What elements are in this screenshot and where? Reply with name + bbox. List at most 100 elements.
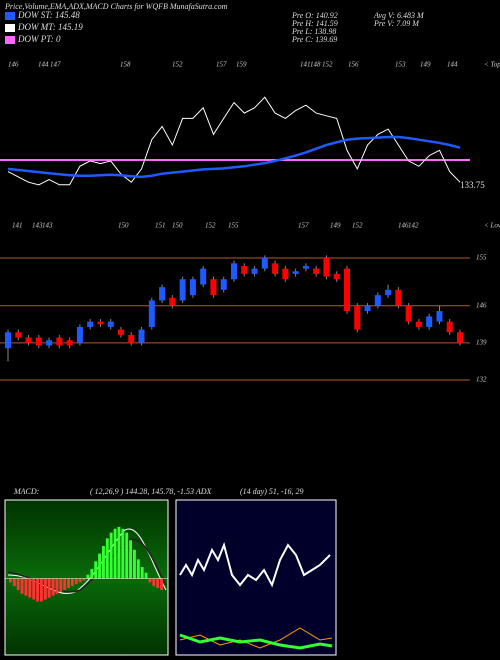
low-label: 142: [408, 222, 419, 230]
macd-bar: [55, 578, 59, 594]
low-label: 152: [205, 222, 216, 230]
top-label: 147: [50, 61, 61, 69]
di-minus-line: [179, 627, 333, 649]
macd-label: MACD:: [13, 487, 40, 496]
macd-bar: [20, 578, 24, 594]
macd-bar: [113, 528, 117, 579]
adx-line: [179, 541, 331, 588]
macd-bar: [90, 568, 94, 579]
macd-bar: [148, 578, 152, 583]
candle-body: [415, 321, 422, 327]
di-plus-line: [179, 633, 333, 650]
macd-bar: [98, 553, 101, 579]
candle-body: [15, 332, 22, 338]
ema-line: [7, 135, 461, 179]
low-label: 143: [32, 222, 43, 230]
top-label: 144: [447, 61, 458, 69]
candle-body: [189, 279, 196, 296]
top-label: 159: [236, 61, 247, 69]
macd-bar: [86, 574, 90, 579]
candle-body: [76, 326, 83, 343]
macd-bar: [78, 578, 82, 583]
top-label: 157: [216, 61, 227, 69]
macd-bar: [140, 567, 144, 579]
top-label: 153: [395, 61, 406, 69]
candle-body: [210, 279, 217, 296]
top-label: 152: [172, 61, 183, 69]
y-tick-label: 146: [476, 301, 487, 309]
candle-body: [385, 289, 392, 296]
macd-bar: [121, 528, 125, 579]
candle-body: [138, 329, 145, 343]
candle-body: [118, 329, 124, 335]
top-label: 149: [420, 61, 431, 69]
legend-label: DOW ST: 145.48: [17, 10, 80, 20]
legend-label: DOW MT: 145.19: [17, 22, 83, 32]
low-label: 152: [352, 222, 363, 230]
macd-bar: [129, 540, 132, 579]
stat-label: Pre H: 141.59: [291, 19, 338, 28]
adx-panel: [175, 499, 337, 656]
macd-bar: [67, 578, 70, 589]
top-label: 144: [38, 61, 49, 69]
stat-label: Pre V: 7.09 M: [373, 19, 420, 28]
macd-bar: [40, 578, 43, 602]
macd-bar: [160, 578, 163, 590]
candle-body: [344, 268, 350, 312]
candle-body: [200, 268, 207, 285]
low-label: 141: [12, 222, 23, 230]
legend-label: DOW PT: 0: [17, 34, 61, 44]
low-label: 150: [172, 222, 183, 230]
candle-body: [282, 268, 289, 280]
candle-body: [5, 332, 11, 349]
top-label: 141: [300, 61, 311, 69]
candle-body: [323, 258, 330, 277]
macd-bar: [47, 578, 51, 598]
macd-bar: [24, 578, 28, 596]
macd-bar: [94, 561, 98, 579]
stat-label: Pre L: 138.98: [291, 27, 336, 36]
macd-bar: [43, 578, 47, 600]
macd-bar: [109, 532, 113, 579]
low-label: 151: [155, 222, 166, 230]
macd-bar: [105, 538, 109, 579]
macd-bar: [117, 526, 121, 579]
candle-body: [231, 263, 237, 280]
candle-body: [179, 279, 186, 301]
last-label: 133.75: [460, 180, 485, 190]
candle-body: [56, 337, 63, 346]
low-label: 149: [330, 222, 341, 230]
macd-bar: [51, 578, 55, 596]
macd-bar: [28, 578, 32, 598]
candle-body: [46, 340, 53, 346]
macd-bar: [36, 578, 39, 602]
candle-body: [364, 305, 371, 312]
candle-body: [405, 305, 412, 322]
candle-body: [333, 273, 340, 280]
legend-swatch: [5, 36, 15, 44]
low-label: 157: [298, 222, 309, 230]
candle-body: [107, 321, 114, 327]
y-tick-label: 155: [476, 254, 487, 262]
stat-label: Avg V: 6.483 M: [373, 11, 425, 20]
macd-bar: [32, 578, 36, 600]
low-label: 143: [42, 222, 53, 230]
candle-body: [313, 268, 320, 274]
legend-swatch: [5, 24, 15, 32]
candle-body: [292, 271, 299, 274]
candle-body: [169, 297, 176, 306]
top-label: 146: [8, 61, 19, 69]
candle-body: [354, 305, 361, 330]
top-label: 148: [310, 61, 321, 69]
low-label: 155: [228, 222, 239, 230]
macd-bar: [59, 578, 63, 592]
candle-body: [395, 289, 402, 306]
candle-body: [241, 265, 248, 274]
candle-body: [159, 287, 166, 301]
top-label: 156: [348, 61, 359, 69]
tops-label: < Tops: [484, 61, 500, 69]
macd-bar: [144, 572, 148, 579]
candle-body: [25, 337, 32, 343]
candle-body: [261, 258, 268, 269]
